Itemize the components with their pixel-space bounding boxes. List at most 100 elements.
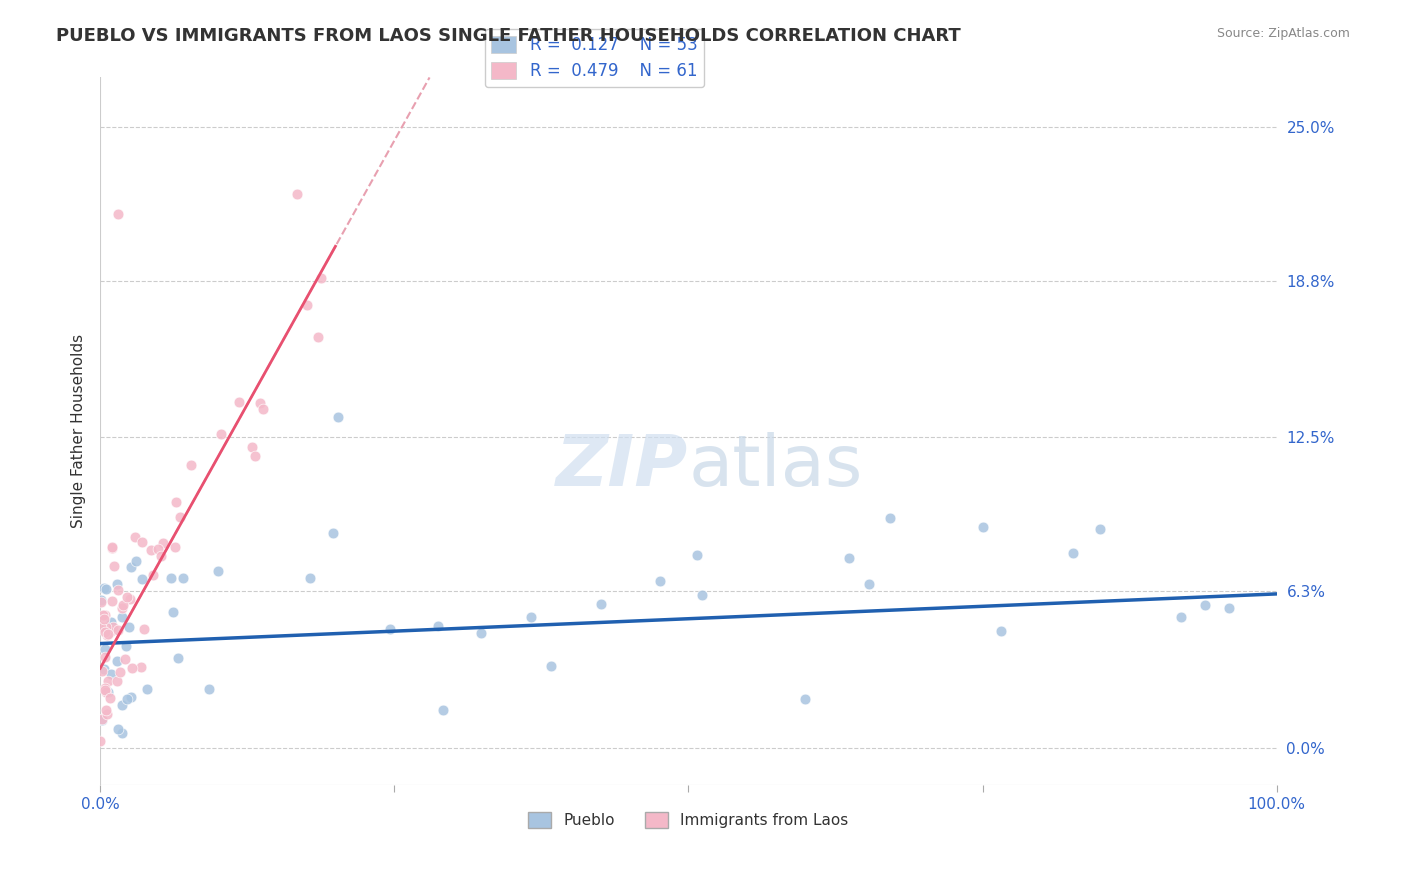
Pueblo <box>100 667 122 681</box>
Pueblo <box>114 639 136 653</box>
Immigrants from Laos <box>180 458 202 472</box>
Pueblo <box>1062 546 1084 560</box>
Pueblo <box>110 726 132 740</box>
Immigrants from Laos <box>228 395 250 409</box>
Immigrants from Laos <box>114 651 136 665</box>
Pueblo <box>427 618 450 632</box>
Text: Source: ZipAtlas.com: Source: ZipAtlas.com <box>1216 27 1350 40</box>
Pueblo <box>111 609 134 624</box>
Pueblo <box>326 409 349 424</box>
Immigrants from Laos <box>93 612 115 626</box>
Immigrants from Laos <box>96 627 118 641</box>
Immigrants from Laos <box>105 674 128 689</box>
Immigrants from Laos <box>98 624 121 639</box>
Pueblo <box>858 577 880 591</box>
Pueblo <box>692 588 714 602</box>
Pueblo <box>118 619 141 633</box>
Pueblo <box>794 692 817 706</box>
Immigrants from Laos <box>115 590 138 604</box>
Immigrants from Laos <box>252 401 274 416</box>
Immigrants from Laos <box>97 674 120 689</box>
Immigrants from Laos <box>129 660 152 674</box>
Immigrants from Laos <box>101 620 124 634</box>
Immigrants from Laos <box>146 541 169 556</box>
Legend: Pueblo, Immigrants from Laos: Pueblo, Immigrants from Laos <box>522 805 855 834</box>
Immigrants from Laos <box>96 707 118 722</box>
Pueblo <box>589 597 612 611</box>
Pueblo <box>1170 610 1192 624</box>
Pueblo <box>90 713 112 727</box>
Text: atlas: atlas <box>689 432 863 501</box>
Immigrants from Laos <box>108 665 131 679</box>
Pueblo <box>97 684 120 698</box>
Pueblo <box>94 641 117 656</box>
Immigrants from Laos <box>103 558 125 573</box>
Immigrants from Laos <box>165 495 187 509</box>
Pueblo <box>322 526 344 541</box>
Pueblo <box>136 681 159 696</box>
Immigrants from Laos <box>94 681 117 695</box>
Pueblo <box>160 571 183 585</box>
Immigrants from Laos <box>139 542 162 557</box>
Pueblo <box>115 692 138 706</box>
Immigrants from Laos <box>149 549 172 563</box>
Pueblo <box>838 551 860 566</box>
Immigrants from Laos <box>245 449 267 463</box>
Immigrants from Laos <box>124 530 146 544</box>
Immigrants from Laos <box>121 661 143 675</box>
Immigrants from Laos <box>295 298 318 312</box>
Immigrants from Laos <box>120 591 142 606</box>
Pueblo <box>125 554 148 568</box>
Immigrants from Laos <box>132 623 155 637</box>
Y-axis label: Single Father Households: Single Father Households <box>72 334 86 528</box>
Pueblo <box>120 690 142 705</box>
Immigrants from Laos <box>97 626 120 640</box>
Pueblo <box>93 662 115 676</box>
Immigrants from Laos <box>131 535 153 549</box>
Pueblo <box>90 593 112 607</box>
Immigrants from Laos <box>101 594 124 608</box>
Immigrants from Laos <box>96 620 118 634</box>
Pueblo <box>520 609 543 624</box>
Text: ZIP: ZIP <box>557 432 689 501</box>
Pueblo <box>162 605 184 619</box>
Immigrants from Laos <box>93 607 115 622</box>
Immigrants from Laos <box>91 608 114 623</box>
Pueblo <box>107 722 129 736</box>
Pueblo <box>1194 599 1216 613</box>
Pueblo <box>879 510 901 524</box>
Pueblo <box>990 624 1012 639</box>
Pueblo <box>111 698 134 713</box>
Immigrants from Laos <box>307 330 329 344</box>
Immigrants from Laos <box>110 600 132 615</box>
Immigrants from Laos <box>94 703 117 717</box>
Pueblo <box>100 615 122 629</box>
Pueblo <box>299 571 322 585</box>
Immigrants from Laos <box>94 649 117 664</box>
Pueblo <box>470 626 492 640</box>
Pueblo <box>686 548 709 562</box>
Immigrants from Laos <box>101 624 124 638</box>
Pueblo <box>131 572 153 586</box>
Pueblo <box>432 703 454 717</box>
Immigrants from Laos <box>91 712 114 726</box>
Immigrants from Laos <box>94 683 117 698</box>
Pueblo <box>1088 522 1111 536</box>
Immigrants from Laos <box>90 665 112 679</box>
Pueblo <box>198 681 221 696</box>
Immigrants from Laos <box>309 271 332 285</box>
Immigrants from Laos <box>94 625 117 640</box>
Pueblo <box>650 574 672 589</box>
Pueblo <box>540 659 562 673</box>
Pueblo <box>93 581 115 595</box>
Immigrants from Laos <box>249 396 271 410</box>
Pueblo <box>378 622 401 636</box>
Immigrants from Laos <box>240 440 263 454</box>
Pueblo <box>105 576 128 591</box>
Immigrants from Laos <box>94 685 117 699</box>
Immigrants from Laos <box>152 536 174 550</box>
Pueblo <box>167 650 190 665</box>
Pueblo <box>94 582 117 596</box>
Immigrants from Laos <box>107 207 129 221</box>
Immigrants from Laos <box>90 620 112 634</box>
